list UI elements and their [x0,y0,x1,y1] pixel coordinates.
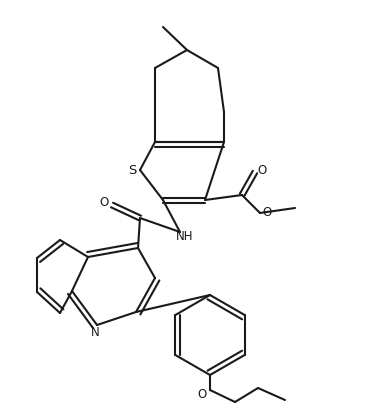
Text: N: N [91,326,99,339]
Text: O: O [257,163,267,176]
Text: O: O [197,387,207,400]
Text: O: O [99,196,109,209]
Text: NH: NH [176,230,194,244]
Text: O: O [262,206,272,219]
Text: S: S [128,163,136,176]
